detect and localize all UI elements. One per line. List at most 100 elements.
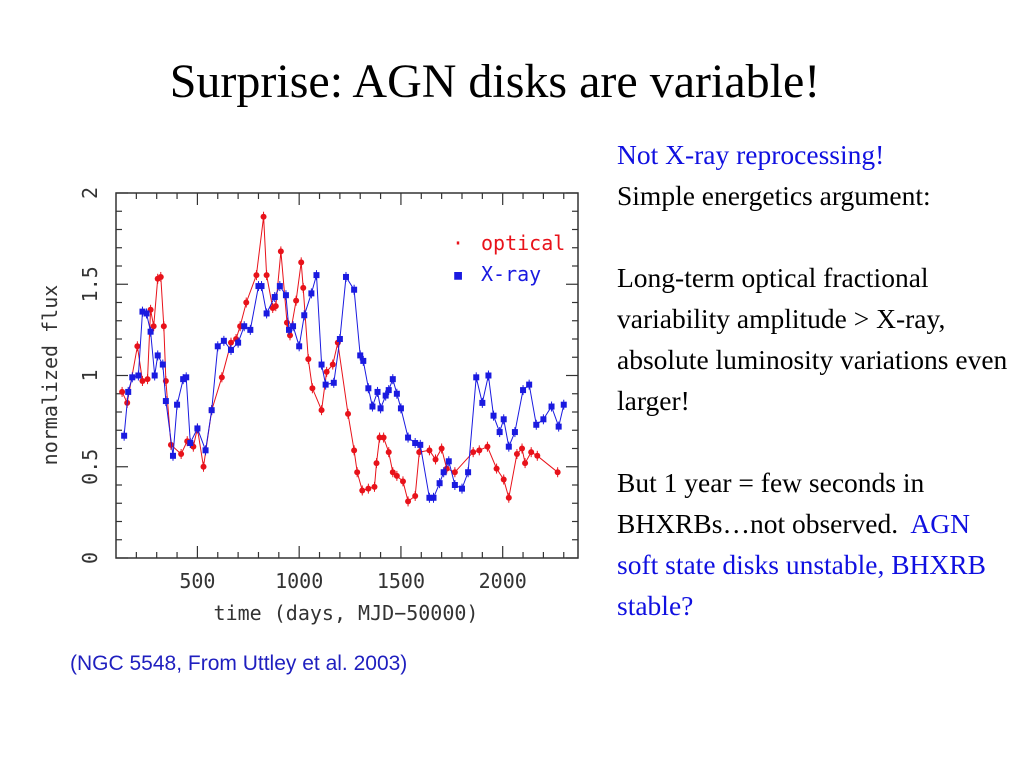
data-point-xray xyxy=(220,337,227,344)
data-point-xray xyxy=(417,441,424,448)
data-point-xray xyxy=(271,294,278,301)
data-point-xray xyxy=(385,387,392,394)
ticks-layer xyxy=(116,192,578,559)
data-point-xray xyxy=(336,336,343,342)
data-point-optical xyxy=(522,460,529,467)
data-point-optical xyxy=(416,449,423,456)
data-point-xray xyxy=(285,326,292,333)
data-point-optical xyxy=(150,323,157,330)
x-tick-label: 1000 xyxy=(275,569,323,593)
data-point-optical xyxy=(287,332,294,339)
data-point-xray xyxy=(129,374,136,381)
data-point-optical xyxy=(298,259,305,266)
labels-layer: 500 1000 1500 2000 0 0.5 1 1.5 2 xyxy=(78,187,527,593)
data-point-xray xyxy=(440,469,447,476)
data-point-optical xyxy=(272,303,279,310)
data-point-xray xyxy=(555,423,562,430)
data-point-xray xyxy=(162,398,169,405)
notes-bhxrb-text: But 1 year = few seconds in BHXRBs…not o… xyxy=(617,467,925,539)
data-point-optical xyxy=(119,388,126,395)
data-point-xray xyxy=(357,352,364,359)
data-point-optical xyxy=(144,376,151,383)
data-point-xray xyxy=(505,443,512,450)
data-point-optical xyxy=(293,297,300,304)
data-point-xray xyxy=(479,399,486,406)
data-point-optical xyxy=(227,339,234,346)
data-point-xray xyxy=(276,283,283,290)
series-layer xyxy=(119,211,567,507)
data-point-xray xyxy=(430,494,437,501)
data-point-xray xyxy=(194,425,201,432)
data-point-optical xyxy=(380,434,387,441)
notes-line-reprocessing: Not X-ray reprocessing! xyxy=(617,139,885,170)
data-point-xray xyxy=(342,273,349,280)
data-point-xray xyxy=(135,372,142,379)
data-point-optical xyxy=(399,478,406,485)
data-point-xray xyxy=(382,392,389,399)
legend: · optical ▪ X-ray xyxy=(452,231,565,286)
data-point-xray xyxy=(308,290,315,297)
data-point-xray xyxy=(330,379,337,386)
data-point-optical xyxy=(354,469,361,476)
plot-frame xyxy=(115,192,579,559)
chart-svg: 500 1000 1500 2000 0 0.5 1 1.5 2 time (days, MJD… xyxy=(38,187,579,625)
data-point-xray xyxy=(263,310,270,317)
data-point-optical xyxy=(218,374,225,381)
data-point-optical xyxy=(263,272,270,279)
data-point-xray xyxy=(360,357,367,364)
data-point-optical xyxy=(283,319,290,326)
data-point-optical xyxy=(351,447,358,454)
slide-notes: Not X-ray reprocessing! Simple energetic… xyxy=(617,134,1017,626)
data-point-optical xyxy=(393,472,400,479)
data-point-xray xyxy=(485,372,492,379)
legend-label-xray: X-ray xyxy=(481,262,541,286)
data-point-optical xyxy=(470,449,477,456)
data-point-xray xyxy=(241,323,248,330)
data-point-optical xyxy=(513,450,520,457)
data-point-xray xyxy=(436,480,443,487)
data-point-optical xyxy=(389,469,396,476)
data-point-optical xyxy=(243,299,250,306)
data-point-optical xyxy=(329,361,336,368)
data-point-optical xyxy=(200,463,207,470)
data-point-optical xyxy=(134,343,141,350)
data-point-xray xyxy=(121,432,128,439)
data-point-xray xyxy=(202,447,209,454)
y-tick-label: 0 xyxy=(78,552,102,564)
data-point-optical xyxy=(493,465,500,472)
data-point-xray xyxy=(496,429,503,436)
data-point-optical xyxy=(505,494,512,501)
data-point-xray xyxy=(318,361,325,368)
data-point-xray xyxy=(526,381,533,388)
data-point-optical xyxy=(534,452,541,459)
data-point-optical xyxy=(345,410,352,417)
data-point-xray xyxy=(282,292,289,299)
data-point-xray xyxy=(183,374,190,381)
data-point-optical xyxy=(277,248,284,255)
data-point-xray xyxy=(258,283,265,290)
data-point-xray xyxy=(412,440,419,447)
data-point-optical xyxy=(359,487,366,494)
data-point-xray xyxy=(290,323,297,330)
data-point-xray xyxy=(458,485,465,492)
data-point-xray xyxy=(377,405,384,412)
figure-caption: (NGC 5548, From Uttley et al. 2003) xyxy=(70,652,408,675)
data-point-xray xyxy=(296,343,303,350)
data-point-xray xyxy=(169,452,176,459)
data-point-optical xyxy=(484,443,491,450)
data-point-optical xyxy=(157,273,164,280)
notes-line-energetics: Simple energetics argument: xyxy=(617,180,931,211)
data-point-optical xyxy=(412,492,419,499)
data-point-xray xyxy=(397,405,404,412)
data-point-xray xyxy=(125,388,132,395)
data-point-optical xyxy=(365,485,372,492)
data-point-xray xyxy=(533,421,540,428)
data-point-xray xyxy=(511,429,518,436)
x-tick-label: 1500 xyxy=(377,569,425,593)
data-point-xray xyxy=(393,390,400,397)
data-point-xray xyxy=(313,272,320,279)
data-point-xray xyxy=(540,416,547,423)
data-point-xray xyxy=(473,374,480,381)
data-point-xray xyxy=(389,376,396,383)
data-point-xray xyxy=(180,376,187,383)
